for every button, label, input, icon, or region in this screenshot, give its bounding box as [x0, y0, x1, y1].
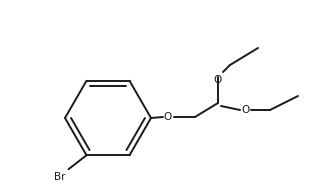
Text: O: O: [214, 75, 222, 85]
Text: O: O: [164, 112, 172, 122]
Text: Br: Br: [54, 172, 65, 182]
Text: O: O: [241, 105, 249, 115]
